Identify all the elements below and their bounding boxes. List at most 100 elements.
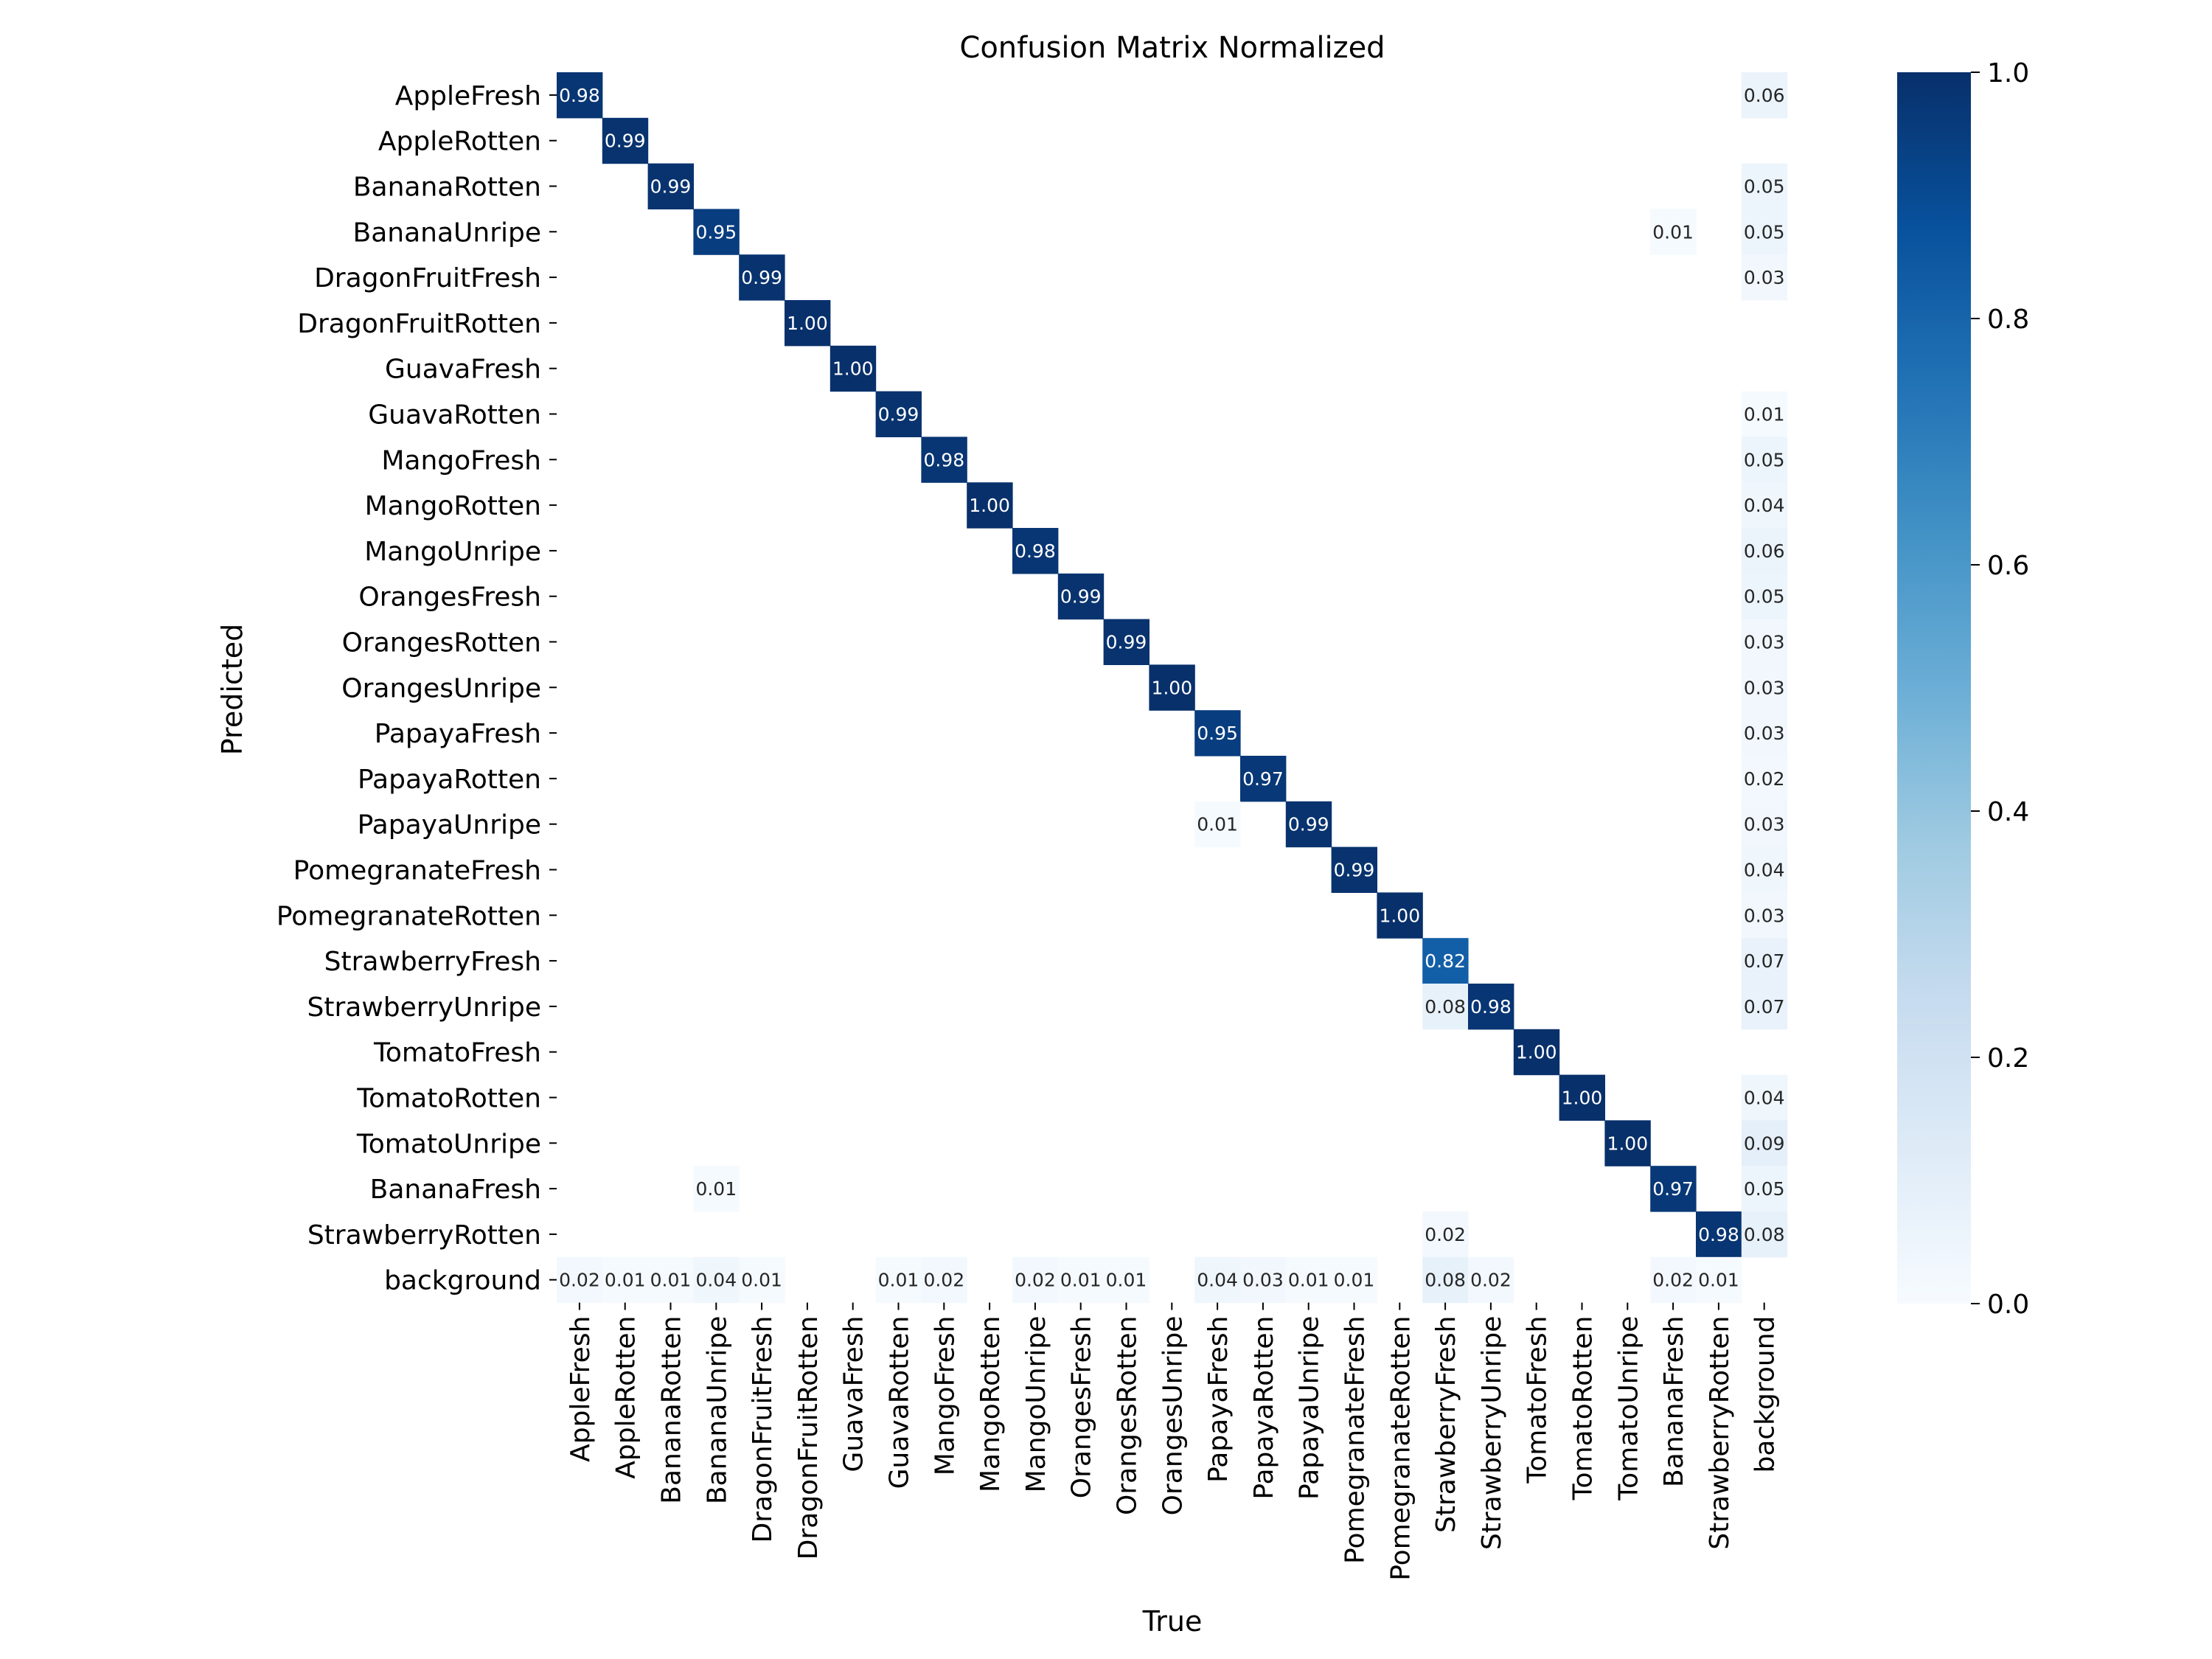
heatmap-cell bbox=[1012, 1256, 1059, 1304]
y-tick-label: BananaRotten bbox=[353, 173, 541, 203]
cell-value-label: 0.02 bbox=[1015, 1270, 1056, 1291]
cell-value-label: 0.03 bbox=[1744, 677, 1785, 698]
heatmap-cell bbox=[693, 1256, 740, 1304]
heatmap-cell bbox=[1741, 254, 1788, 301]
cell-value-label: 0.03 bbox=[1744, 267, 1785, 288]
cell-value-label: 0.08 bbox=[1744, 1224, 1785, 1245]
cell-value-label: 0.01 bbox=[650, 1270, 692, 1291]
y-tick-label: StrawberryFresh bbox=[324, 947, 541, 977]
cell-value-label: 0.98 bbox=[923, 449, 964, 470]
heatmap-cell bbox=[1012, 528, 1059, 574]
heatmap-cell bbox=[1741, 892, 1788, 939]
y-tick-label: OrangesRotten bbox=[342, 628, 541, 658]
heatmap-cell bbox=[1650, 209, 1697, 255]
x-tick-label: BananaUnripe bbox=[702, 1316, 732, 1504]
cell-value-label: 0.02 bbox=[1470, 1270, 1512, 1291]
x-tick-label: TomatoUnripe bbox=[1613, 1316, 1644, 1501]
heatmap-cell bbox=[1650, 1256, 1697, 1304]
heatmap-cell bbox=[1422, 1256, 1469, 1304]
colorbar: 0.0 0.2 0.4 0.6 0.8 1.0 bbox=[1897, 58, 2029, 1320]
heatmap-cell bbox=[830, 345, 877, 392]
heatmap-cell bbox=[693, 1166, 740, 1212]
cell-value-label: 0.99 bbox=[741, 267, 782, 288]
cell-value-label: 0.01 bbox=[1106, 1270, 1147, 1291]
heatmap-cell bbox=[1422, 938, 1469, 984]
y-tick-label: TomatoRotten bbox=[356, 1084, 541, 1114]
y-tick-label: BananaUnripe bbox=[353, 218, 541, 248]
x-tick-label: BananaFresh bbox=[1659, 1316, 1689, 1487]
x-tick-label: AppleRotten bbox=[611, 1316, 641, 1479]
cell-value-label: 0.99 bbox=[605, 131, 646, 152]
x-axis-label: True bbox=[1142, 1605, 1203, 1638]
x-tick-label: StrawberryUnripe bbox=[1477, 1316, 1507, 1551]
x-tick-label: PapayaFresh bbox=[1203, 1316, 1234, 1483]
cell-value-label: 0.82 bbox=[1425, 950, 1466, 972]
heatmap-cell bbox=[1468, 1256, 1514, 1304]
heatmap-cell bbox=[1741, 391, 1788, 437]
x-tick-label: MangoRotten bbox=[975, 1316, 1006, 1492]
cell-value-label: 1.00 bbox=[1379, 905, 1420, 926]
cell-value-label: 0.01 bbox=[1060, 1270, 1102, 1291]
heatmap-cell bbox=[1194, 1256, 1241, 1304]
y-tick-label: PomegranateRotten bbox=[276, 901, 541, 931]
x-tick-label: StrawberryRotten bbox=[1705, 1316, 1735, 1550]
x-tick-label: DragonFruitFresh bbox=[748, 1316, 778, 1543]
heatmap-cell bbox=[1741, 437, 1788, 483]
x-tick-label: PapayaRotten bbox=[1249, 1316, 1279, 1500]
heatmap-cell bbox=[921, 437, 967, 483]
cell-value-label: 0.04 bbox=[1744, 860, 1785, 881]
heatmap-cell bbox=[875, 391, 922, 437]
x-tick-labels: AppleFresh AppleRotten BananaRotten BananaU… bbox=[566, 1302, 1781, 1581]
x-tick-label: AppleFresh bbox=[566, 1316, 596, 1462]
cell-value-label: 0.02 bbox=[559, 1270, 600, 1291]
colorbar-tick-label: 0.8 bbox=[1987, 305, 2029, 335]
x-tick-label: GuavaFresh bbox=[839, 1316, 869, 1472]
heatmap-cell bbox=[1285, 801, 1332, 848]
y-tick-label: MangoFresh bbox=[381, 445, 541, 476]
cell-value-label: 0.02 bbox=[1744, 768, 1785, 790]
heatmap-cell bbox=[1741, 482, 1788, 529]
heatmap-cell bbox=[1103, 1256, 1150, 1304]
colorbar-tick-label: 0.2 bbox=[1987, 1043, 2029, 1074]
heatmap-cell bbox=[1422, 984, 1469, 1030]
x-tick-label: OrangesFresh bbox=[1067, 1316, 1097, 1499]
x-tick-label: GuavaRotten bbox=[885, 1316, 915, 1489]
heatmap-cell bbox=[1468, 984, 1514, 1030]
cell-value-label: 0.97 bbox=[1652, 1178, 1694, 1200]
cell-value-label: 0.95 bbox=[1197, 723, 1238, 744]
cell-value-label: 0.99 bbox=[650, 176, 692, 198]
cell-value-label: 1.00 bbox=[1151, 677, 1192, 698]
heatmap-cell bbox=[693, 209, 740, 255]
cell-value-label: 0.05 bbox=[1744, 449, 1785, 470]
cell-value-label: 0.01 bbox=[1334, 1270, 1375, 1291]
x-tick-label: MangoFresh bbox=[930, 1316, 960, 1476]
y-tick-label: TomatoUnripe bbox=[356, 1129, 541, 1159]
cell-value-label: 0.06 bbox=[1744, 85, 1785, 106]
heatmap-cell bbox=[1194, 710, 1241, 757]
heatmap-cell bbox=[785, 300, 831, 347]
heatmap-cell bbox=[1149, 664, 1195, 711]
cell-value-label: 0.04 bbox=[1197, 1270, 1238, 1291]
cell-value-label: 0.01 bbox=[1744, 404, 1785, 425]
y-tick-label: GuavaRotten bbox=[368, 400, 541, 431]
heatmap-cell bbox=[1741, 756, 1788, 802]
heatmap-cell bbox=[1285, 1256, 1332, 1304]
y-tick-label: MangoUnripe bbox=[364, 537, 541, 567]
heatmap-cell bbox=[1741, 619, 1788, 665]
x-tick-label: PapayaUnripe bbox=[1295, 1316, 1325, 1500]
cell-value-label: 0.99 bbox=[1106, 632, 1147, 653]
cell-value-label: 0.05 bbox=[1744, 176, 1785, 198]
colorbar-tick-label: 0.6 bbox=[1987, 551, 2029, 581]
cell-value-label: 0.99 bbox=[1288, 814, 1329, 835]
colorbar-tick-label: 0.4 bbox=[1987, 797, 2029, 827]
heatmap-cell bbox=[1741, 573, 1788, 620]
y-tick-label: StrawberryUnripe bbox=[307, 992, 541, 1023]
heatmap-cell bbox=[1741, 209, 1788, 255]
y-tick-label: DragonFruitRotten bbox=[297, 309, 541, 339]
heatmap-cell bbox=[1194, 801, 1241, 848]
heatmap-cell bbox=[1741, 984, 1788, 1030]
x-tick-label: background bbox=[1750, 1316, 1781, 1473]
y-tick-label: OrangesUnripe bbox=[341, 673, 541, 703]
cell-value-label: 0.03 bbox=[1744, 814, 1785, 835]
heatmap-cell bbox=[1696, 1256, 1742, 1304]
